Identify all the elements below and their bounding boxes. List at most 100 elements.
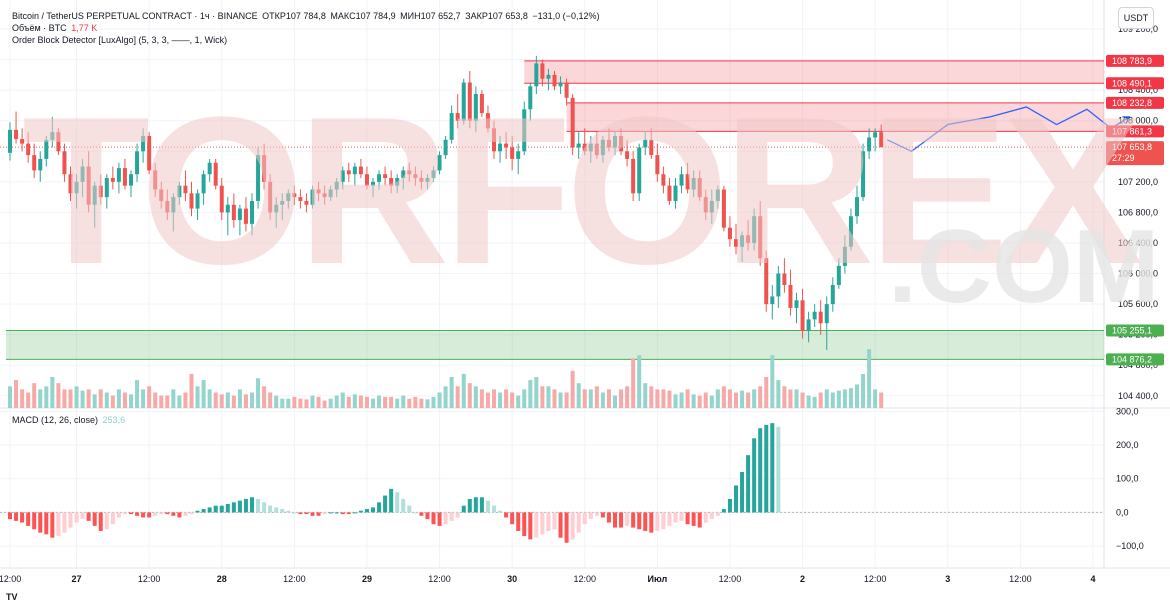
macd-bar [153,512,158,516]
candle-body [86,166,91,205]
candle-body [8,129,12,153]
macd-bar [613,512,617,528]
macd-bar [770,423,775,513]
high-value: МАКС107 784,9 [330,11,396,21]
volume-bar [492,389,496,408]
volume-bar [20,389,25,408]
time-tick-label: 12:00 [1009,574,1032,584]
candle-body [673,185,678,201]
candle [746,220,751,251]
time-tick-label: 4 [1090,574,1095,584]
volume-bar [758,386,763,408]
macd-bar [207,507,212,513]
macd-bar [764,424,769,513]
macd-bar [637,512,642,530]
candle-body [50,132,55,140]
volume-bar [582,389,587,408]
volume-bar [649,386,654,408]
candle-body [419,178,424,182]
macd-bar [377,502,382,513]
volume-bar [346,396,351,408]
candle [606,128,611,152]
candle [419,170,424,190]
candle [570,93,575,156]
volume-bar [92,394,97,408]
candle [395,174,400,194]
candle [237,204,242,236]
candle-body [177,185,182,198]
candle-body [371,181,375,186]
candle-body [44,139,49,159]
volume-bar [800,392,805,408]
macd-legend[interactable]: MACD (12, 26, close) 253,6 [12,414,127,426]
candle [141,128,146,163]
macd-bar [165,512,170,515]
volume-bar [316,396,321,408]
volume-bar [201,380,206,408]
volume-legend[interactable]: Объём · BTC 1,77 K [12,22,99,34]
symbol-legend[interactable]: Bitcoin / TetherUS PERPETUAL CONTRACT · … [12,10,601,22]
candle-body [734,239,738,247]
volume-bar [625,386,630,408]
candle [298,189,303,209]
volume-bar [727,389,732,408]
candle-body [510,147,515,159]
volume-bar [171,389,176,408]
time-tick-label: 12:00 [283,574,306,584]
volume-bar [110,395,115,408]
candle-body [334,181,339,190]
candle-body [92,185,97,205]
candle-body [110,178,115,182]
indicator-legend[interactable]: Order Block Detector [LuxAlgo] (5, 3, 3,… [12,34,229,46]
bearish-ob-top-badge-text: 108 232,8 [1112,98,1152,108]
volume-bar [631,358,636,408]
volume-bar [504,389,509,408]
price-tick-label: 108 400,0 [1118,85,1158,95]
volume-bar [159,395,164,408]
volume-label: Объём · BTC [12,23,67,33]
candle-body [691,178,696,190]
time-tick-label: 27 [72,574,82,584]
candle [576,132,581,159]
volume-bar [292,396,297,408]
candle-body [213,162,218,186]
candle [855,185,859,224]
macd-bar [407,505,412,513]
volume-bar [237,389,242,408]
volume-bar [153,392,158,408]
candle [673,178,678,209]
candle-body [231,204,236,221]
candle [594,132,599,159]
candle [340,166,345,190]
volume-bar [383,396,388,408]
macd-tick-label: 300,0 [1116,406,1139,416]
macd-bar [44,512,49,535]
candle [250,193,254,236]
candle-body [443,139,448,156]
candle-body [812,311,817,320]
volume-bar [274,395,279,408]
candle-body [782,273,787,285]
candle [679,166,684,194]
macd-bar [540,512,545,535]
volume-bar [280,398,285,408]
macd-bar [243,498,248,513]
candle-body [764,258,769,305]
macd-bar [268,505,273,513]
candle-body [546,74,551,79]
candle [800,288,805,339]
macd-bar [582,512,587,525]
time-tick-label: 29 [362,574,372,584]
candle [110,166,115,190]
candle-body [225,204,230,213]
candle [122,158,127,190]
candle-body [697,178,702,198]
currency-button[interactable]: USDT [1118,7,1154,29]
candle-body [135,151,140,175]
candle [431,166,436,182]
macd-label: MACD (12, 26, close) [12,415,99,425]
macd-bar [504,512,509,518]
candle [377,170,382,190]
candle [268,174,273,221]
